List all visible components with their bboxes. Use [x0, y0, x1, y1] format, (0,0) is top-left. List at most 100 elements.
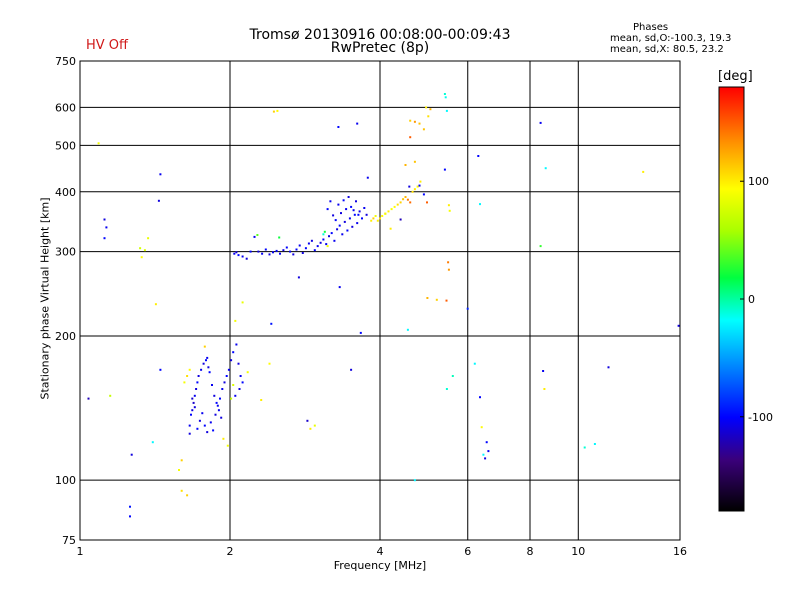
data-point [326, 245, 329, 248]
data-point [154, 303, 157, 306]
x-tick-label: 8 [527, 545, 534, 558]
data-point [427, 115, 430, 118]
data-point [313, 424, 316, 427]
data-point [356, 222, 359, 225]
data-point [445, 388, 448, 390]
data-points [87, 93, 680, 518]
data-point [316, 245, 319, 248]
data-point [330, 232, 333, 235]
data-point [359, 331, 362, 334]
colorbar-tick-label: 0 [748, 293, 755, 306]
data-point [201, 412, 204, 415]
data-point [220, 416, 223, 419]
data-point [346, 229, 349, 232]
data-point [422, 128, 425, 131]
data-point [484, 457, 487, 460]
data-point [205, 359, 207, 362]
data-point [313, 249, 316, 252]
data-point [334, 219, 337, 222]
data-point [307, 242, 310, 245]
data-point [268, 362, 271, 365]
y-tick-label: 750 [55, 55, 76, 68]
data-point [129, 505, 131, 508]
data-point [366, 176, 369, 179]
data-point [260, 399, 263, 401]
data-point [193, 394, 196, 397]
data-point [409, 119, 412, 122]
data-point [593, 443, 596, 445]
data-point [230, 359, 233, 362]
data-point [159, 173, 162, 176]
data-point [336, 228, 339, 231]
data-point [183, 381, 186, 384]
data-point [87, 397, 90, 400]
data-point [285, 246, 288, 249]
data-point [196, 381, 199, 384]
data-point [103, 218, 106, 221]
data-point [422, 193, 425, 196]
data-point [159, 368, 162, 371]
data-point [97, 142, 100, 145]
data-point [353, 213, 356, 216]
data-point [261, 252, 264, 255]
data-point [233, 252, 236, 255]
data-point [443, 93, 446, 95]
data-point [542, 370, 545, 372]
data-point [253, 235, 256, 238]
y-tick-label: 600 [55, 101, 76, 114]
data-point [351, 225, 354, 228]
data-point [225, 375, 228, 377]
data-point [256, 234, 259, 236]
data-point [200, 368, 203, 371]
chart-title: Tromsø 20130916 00:08:00-00:09:43 [249, 27, 511, 43]
plot-frame [79, 60, 681, 541]
x-tick-label: 2 [227, 545, 234, 558]
data-point [361, 217, 363, 220]
data-point [103, 237, 106, 240]
chart-subtitle: RwPretec (8p) [330, 40, 430, 56]
data-point [544, 167, 547, 170]
data-point [416, 185, 419, 188]
data-point [310, 239, 313, 242]
y-tick-label: 75 [62, 534, 76, 547]
data-point [230, 397, 233, 400]
data-point [209, 421, 212, 424]
data-point [352, 209, 355, 212]
data-point [325, 243, 328, 246]
data-point [333, 239, 336, 242]
colorbar [718, 86, 745, 512]
data-point [402, 198, 405, 201]
data-point [418, 184, 421, 187]
data-point [411, 190, 414, 193]
data-point [180, 459, 183, 462]
data-point [345, 208, 348, 211]
data-point [413, 479, 416, 482]
colorbar-tick-label: -100 [748, 411, 773, 424]
data-point [413, 188, 416, 191]
y-tick-label: 400 [55, 186, 76, 199]
data-point [186, 375, 189, 377]
data-point [445, 109, 448, 112]
data-point [208, 371, 211, 374]
data-point [195, 388, 198, 390]
data-point [482, 453, 485, 456]
data-point [239, 375, 242, 377]
data-point [192, 401, 195, 404]
data-point [399, 201, 402, 204]
data-point [479, 396, 481, 399]
colorbar-ticks: 100 0 -100 [740, 175, 773, 424]
data-point [215, 401, 218, 404]
data-point [444, 96, 447, 99]
data-point [466, 307, 469, 310]
data-point [157, 199, 160, 202]
data-point [404, 196, 407, 198]
data-point [479, 203, 481, 206]
data-point [480, 426, 483, 429]
x-axis-label: Frequency [MHz] [333, 559, 427, 572]
data-point [129, 515, 131, 518]
x-tick-label: 6 [464, 545, 471, 558]
data-point [485, 441, 488, 444]
data-point [365, 213, 368, 216]
data-point [677, 324, 680, 327]
data-point [147, 237, 150, 240]
